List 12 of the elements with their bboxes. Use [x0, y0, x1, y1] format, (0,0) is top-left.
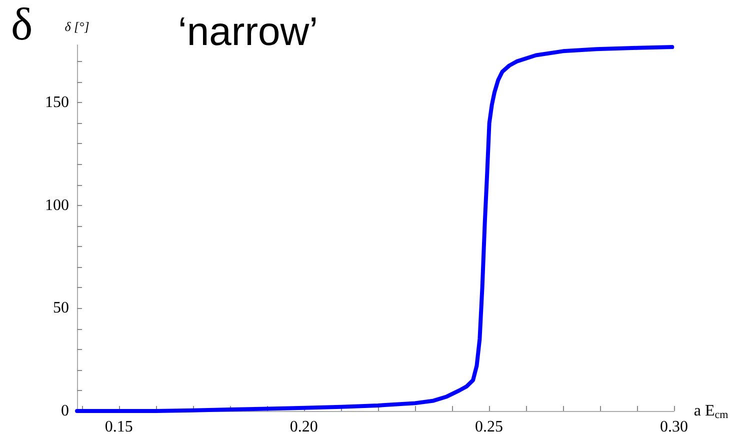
line-series	[75, 45, 674, 413]
y-tick-label: 100	[45, 196, 69, 214]
y-tick-label: 0	[61, 402, 69, 420]
y-tick-label: 50	[53, 300, 69, 317]
x-tick-label: 0.20	[290, 418, 318, 435]
y-axis-title: δ [°]	[64, 19, 90, 34]
annotation: ‘narrow’	[178, 10, 318, 54]
y-tick-label: 150	[45, 94, 69, 112]
chart-title: δ	[11, 0, 33, 50]
x-tick-label: 0.30	[660, 418, 688, 435]
x-tick-label: 0.25	[474, 418, 503, 435]
x-tick-label: 0.15	[104, 418, 133, 435]
